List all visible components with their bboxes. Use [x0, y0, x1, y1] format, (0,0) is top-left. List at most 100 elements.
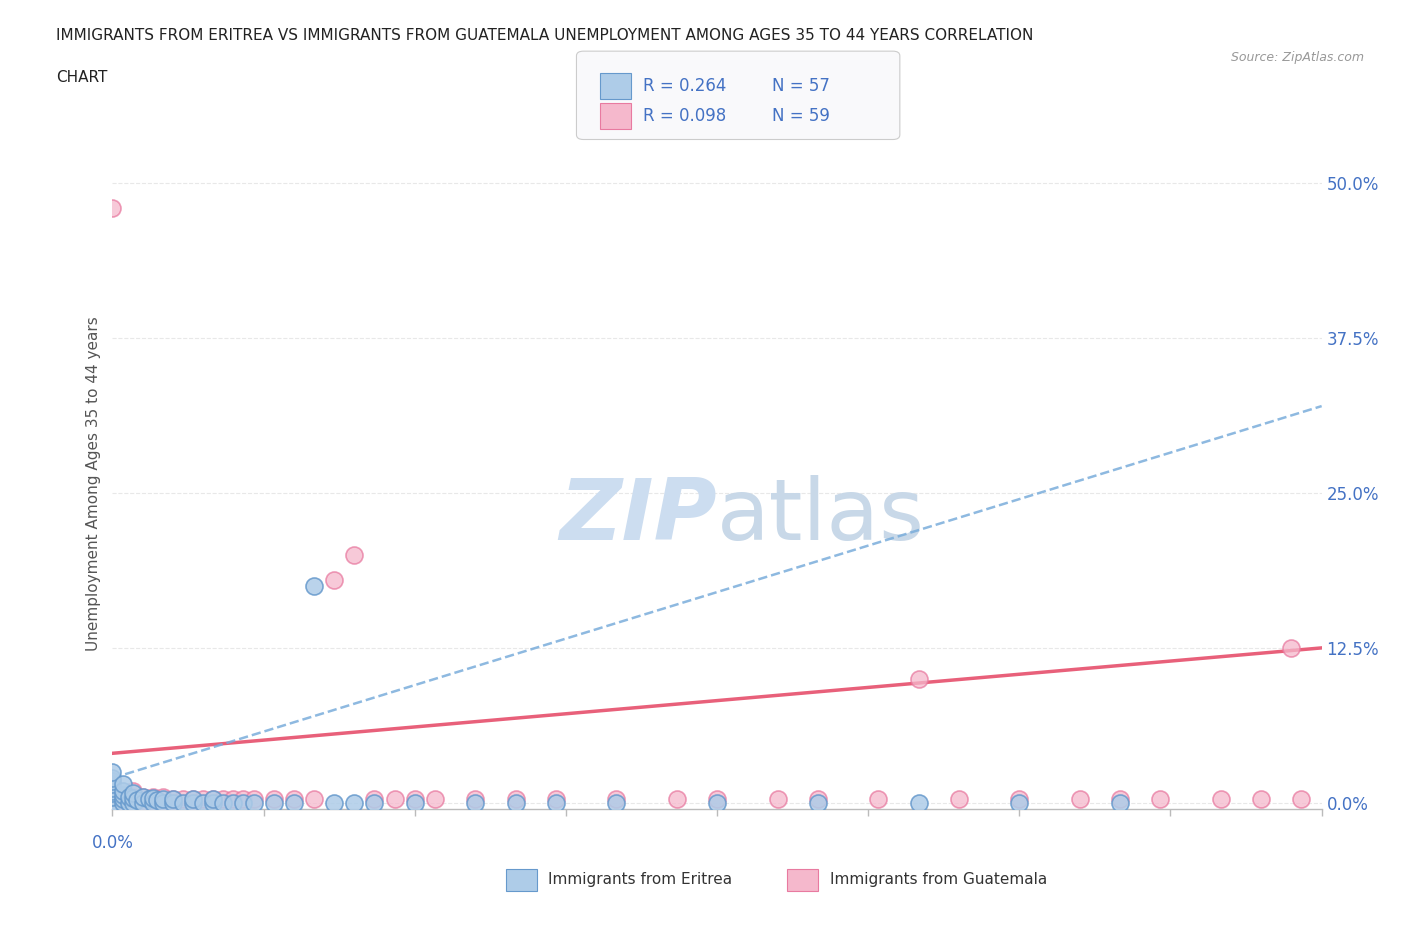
Point	[121, 790, 143, 804]
Point	[138, 791, 160, 806]
Point	[101, 771, 124, 786]
Text: Immigrants from Guatemala: Immigrants from Guatemala	[830, 872, 1047, 887]
Point	[121, 786, 143, 801]
Point	[544, 791, 567, 806]
Point	[101, 790, 124, 804]
Point	[363, 791, 385, 806]
Point	[404, 791, 426, 806]
Text: Immigrants from Eritrea: Immigrants from Eritrea	[548, 872, 733, 887]
Point	[191, 791, 214, 806]
Point	[101, 780, 124, 795]
Point	[152, 790, 174, 804]
Point	[101, 795, 124, 810]
Point	[202, 795, 225, 810]
Point	[706, 791, 728, 806]
Point	[302, 791, 325, 806]
Point	[101, 795, 124, 810]
Point	[605, 791, 627, 806]
Point	[1008, 791, 1031, 806]
Point	[101, 795, 124, 810]
Point	[343, 795, 366, 810]
Point	[172, 795, 194, 810]
Point	[172, 791, 194, 806]
Point	[505, 795, 527, 810]
Text: atlas: atlas	[717, 474, 925, 558]
Point	[111, 790, 134, 804]
Point	[181, 795, 204, 810]
Text: R = 0.098: R = 0.098	[643, 107, 725, 125]
Point	[111, 795, 134, 810]
Point	[212, 795, 235, 810]
Point	[146, 793, 169, 808]
Point	[101, 773, 124, 788]
Text: N = 57: N = 57	[772, 76, 830, 95]
Text: Source: ZipAtlas.com: Source: ZipAtlas.com	[1230, 51, 1364, 64]
Point	[125, 791, 148, 806]
Point	[343, 548, 366, 563]
Point	[132, 795, 155, 810]
Point	[222, 795, 245, 810]
Point	[142, 795, 165, 810]
Point	[1209, 791, 1232, 806]
Point	[152, 795, 174, 810]
Point	[807, 791, 830, 806]
Point	[1250, 791, 1272, 806]
Point	[152, 795, 174, 810]
Point	[181, 791, 204, 806]
Point	[1291, 791, 1313, 806]
Point	[706, 795, 728, 810]
Point	[121, 795, 143, 810]
Point	[242, 795, 264, 810]
Point	[101, 790, 124, 804]
Point	[807, 795, 830, 810]
Point	[907, 671, 929, 686]
Point	[132, 790, 155, 804]
Point	[121, 795, 143, 810]
Point	[323, 572, 346, 587]
Point	[101, 795, 124, 810]
Point	[111, 795, 134, 810]
Point	[283, 795, 305, 810]
Point	[363, 795, 385, 810]
Text: ZIP: ZIP	[560, 474, 717, 558]
Point	[162, 795, 184, 810]
Point	[101, 764, 124, 779]
Point	[464, 795, 486, 810]
Point	[544, 795, 567, 810]
Text: CHART: CHART	[56, 70, 108, 85]
Point	[1008, 795, 1031, 810]
Point	[191, 795, 214, 810]
Point	[162, 791, 184, 806]
Point	[142, 790, 165, 804]
Point	[111, 777, 134, 791]
Point	[384, 791, 406, 806]
Point	[423, 791, 446, 806]
Point	[181, 795, 204, 810]
Point	[132, 790, 155, 804]
Point	[101, 786, 124, 801]
Point	[1279, 641, 1302, 656]
Point	[101, 777, 124, 791]
Point	[948, 791, 970, 806]
Point	[907, 795, 929, 810]
Point	[766, 791, 789, 806]
Point	[1109, 791, 1132, 806]
Point	[117, 795, 139, 810]
Point	[283, 791, 305, 806]
Point	[117, 791, 139, 806]
Point	[162, 791, 184, 806]
Point	[101, 777, 124, 791]
Point	[111, 791, 134, 806]
Point	[202, 791, 225, 806]
Point	[101, 783, 124, 798]
Point	[125, 793, 148, 808]
Text: IMMIGRANTS FROM ERITREA VS IMMIGRANTS FROM GUATEMALA UNEMPLOYMENT AMONG AGES 35 : IMMIGRANTS FROM ERITREA VS IMMIGRANTS FR…	[56, 28, 1033, 43]
Text: 0.0%: 0.0%	[91, 834, 134, 852]
Point	[142, 795, 165, 810]
Point	[665, 791, 688, 806]
Point	[1149, 791, 1171, 806]
Point	[404, 795, 426, 810]
Point	[464, 791, 486, 806]
Point	[101, 783, 124, 798]
Point	[222, 791, 245, 806]
